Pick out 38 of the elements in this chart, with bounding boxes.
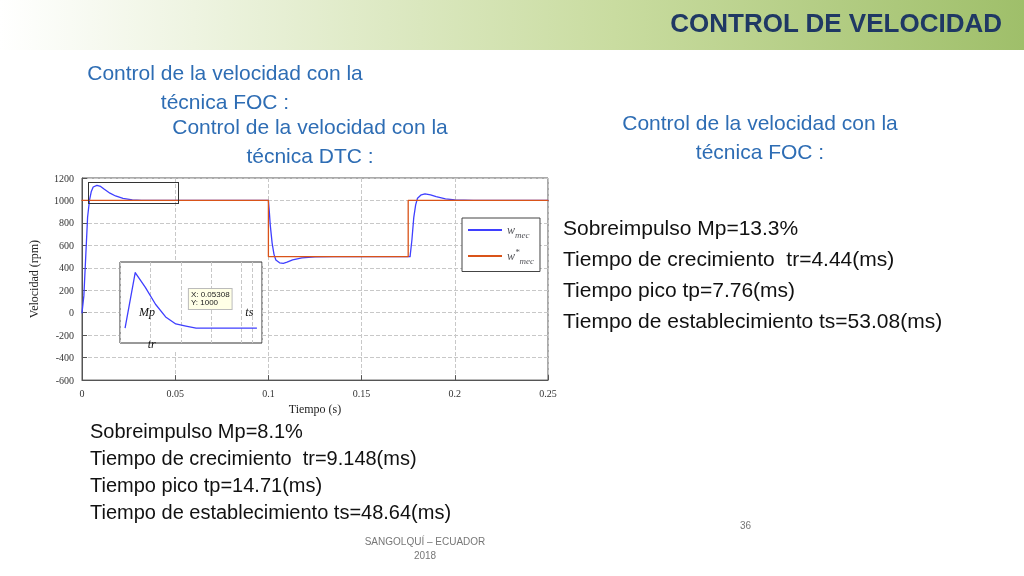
text: 2018: [412, 550, 438, 561]
annotation: X: 0.05308 Y: 1000: [191, 290, 231, 308]
x-tick-label: 0.2: [448, 387, 462, 399]
text: Control de la velocidad con la técnica FOC :: [621, 110, 899, 165]
x-tick-label: 0.15: [352, 387, 371, 399]
annotation: tr: [147, 337, 157, 352]
y-tick-label: -600: [55, 374, 74, 386]
text: Tiempo de crecimiento tr=4.44(ms): [563, 247, 895, 270]
chart-title: Control de la velocidad con la técnica DTC :: [171, 114, 449, 169]
annotation: ts: [245, 304, 254, 319]
y-tick-label: 800: [59, 217, 74, 229]
y-tick-label: -200: [55, 329, 74, 341]
y-tick-label: -400: [55, 352, 74, 364]
y-tick-label: 600: [59, 239, 74, 251]
y-tick-label: 400: [59, 262, 74, 274]
x-tick-label: 0.25: [539, 387, 557, 399]
x-tick-label: 0.05: [166, 387, 184, 399]
text: Sobreimpulso Mp=13.3%: [563, 216, 799, 239]
text: Tiempo de establecimiento ts=53.08(ms): [563, 309, 943, 332]
text: Tiempo de establecimiento ts=48.64(ms): [90, 501, 452, 523]
y-axis-title: Velocidad (rpm): [27, 239, 41, 319]
text: Sobreimpulso Mp=8.1%: [90, 420, 303, 442]
x-tick-label: 0.1: [262, 387, 275, 399]
y-tick-label: 0: [69, 307, 74, 319]
text: SANGOLQUÍ – ECUADOR: [363, 536, 487, 547]
x-axis-title: Tiempo (s): [288, 402, 342, 416]
text: Tiempo de crecimiento tr=9.148(ms): [90, 447, 417, 469]
y-tick-label: 1000: [54, 194, 74, 206]
y-tick-label: 200: [59, 284, 74, 296]
text: 36: [740, 520, 752, 531]
text: Control de la velocidad con la técnica FOC :: [86, 60, 364, 115]
text: Tiempo pico tp=14.71(ms): [90, 474, 323, 496]
legend-label: w*mec: [507, 247, 535, 266]
text: Tiempo pico tp=7.76(ms): [563, 278, 796, 301]
annotation: Mp: [138, 304, 156, 319]
y-tick-label: 1200: [54, 172, 74, 184]
x-tick-label: 0: [79, 387, 85, 399]
text: CONTROL DE VELOCIDAD: [670, 8, 1002, 39]
